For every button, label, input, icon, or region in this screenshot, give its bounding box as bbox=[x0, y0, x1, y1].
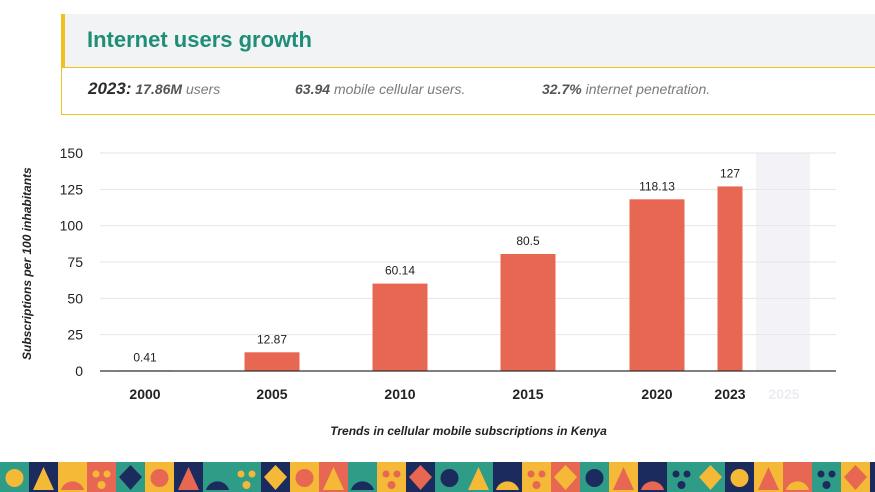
pattern-dot bbox=[393, 470, 401, 478]
stats-bar: 2023: 17.86M users 63.94 mobile cellular… bbox=[61, 67, 875, 115]
pattern-dot bbox=[382, 470, 390, 478]
page-title: Internet users growth bbox=[87, 27, 312, 52]
pattern-diamond bbox=[554, 465, 577, 490]
pattern-dot bbox=[237, 470, 245, 478]
pattern-triangle bbox=[178, 467, 199, 490]
stat-penetration-text: internet penetration. bbox=[585, 81, 711, 97]
x-tick-label: 2015 bbox=[512, 386, 543, 402]
pattern-diamond bbox=[409, 465, 432, 490]
pattern-half-circle bbox=[641, 481, 664, 490]
stat-penetration-value: 32.7% bbox=[542, 81, 582, 97]
pattern-triangle bbox=[758, 467, 779, 490]
bar bbox=[372, 283, 428, 371]
pattern-tile bbox=[870, 462, 875, 492]
bar bbox=[629, 199, 685, 371]
pattern-dot bbox=[817, 470, 825, 478]
y-axis-label: Subscriptions per 100 inhabitants bbox=[20, 167, 34, 360]
bar bbox=[717, 186, 743, 371]
pattern-diamond bbox=[119, 465, 142, 490]
pattern-triangle bbox=[323, 467, 344, 490]
data-label: 12.87 bbox=[257, 332, 287, 346]
x-tick-label: 2010 bbox=[384, 386, 415, 402]
y-tick-label: 100 bbox=[60, 218, 84, 234]
stat-users: 2023: 17.86M users bbox=[88, 79, 220, 99]
pattern-dot bbox=[387, 481, 396, 489]
pattern-dot bbox=[683, 470, 691, 478]
pattern-circle bbox=[295, 469, 314, 487]
pattern-dot bbox=[828, 470, 836, 478]
pattern-dot bbox=[672, 470, 680, 478]
data-label: 118.13 bbox=[639, 179, 675, 193]
pattern-diamond bbox=[844, 465, 867, 490]
pattern-dot bbox=[822, 481, 831, 489]
pattern-circle bbox=[730, 469, 749, 487]
x-tick-label: 2025 bbox=[768, 386, 799, 402]
pattern-diamond bbox=[264, 465, 287, 490]
pattern-dot bbox=[248, 470, 256, 478]
pattern-dot bbox=[527, 470, 535, 478]
y-tick-label: 50 bbox=[67, 290, 83, 306]
bar bbox=[500, 254, 556, 371]
decorative-pattern-strip bbox=[0, 462, 875, 492]
data-label: 127 bbox=[720, 166, 740, 180]
stat-mobile-value: 63.94 bbox=[295, 81, 331, 97]
x-tick-label: 2020 bbox=[641, 386, 672, 402]
y-tick-label: 25 bbox=[67, 327, 83, 343]
pattern-diamond bbox=[699, 465, 722, 490]
pattern-circle bbox=[440, 469, 459, 487]
pattern-dot bbox=[538, 470, 546, 478]
pattern-circle bbox=[585, 469, 604, 487]
x-tick-label: 2000 bbox=[129, 386, 160, 402]
pattern-circle bbox=[5, 469, 24, 487]
stat-year-label: 2023: bbox=[88, 79, 132, 98]
stat-users-value: 17.86M bbox=[135, 81, 183, 97]
data-label: 80.5 bbox=[516, 234, 540, 248]
stat-penetration: 32.7% internet penetration. bbox=[542, 81, 710, 97]
pattern-half-circle bbox=[786, 481, 809, 490]
pattern-dot bbox=[532, 481, 541, 489]
x-tick-label: 2023 bbox=[714, 386, 745, 402]
data-label: 0.41 bbox=[133, 350, 157, 364]
pattern-dot bbox=[103, 470, 111, 478]
pattern-half-circle bbox=[206, 481, 229, 490]
stat-mobile: 63.94 mobile cellular users. bbox=[295, 81, 465, 97]
pattern-triangle bbox=[613, 467, 634, 490]
pattern-circle bbox=[150, 469, 169, 487]
x-axis-label: Trends in cellular mobile subscriptions … bbox=[330, 424, 607, 438]
pattern-triangle bbox=[468, 467, 489, 490]
bar-chart: 0 25 50 75 100 125 150 0.41 12.87 60.14 80.5 118.13… bbox=[60, 145, 836, 402]
pattern-dot bbox=[242, 481, 251, 489]
pattern-dot bbox=[92, 470, 100, 478]
pattern-half-circle bbox=[351, 481, 374, 490]
pattern-half-circle bbox=[61, 481, 84, 490]
header-banner: Internet users growth bbox=[61, 14, 875, 68]
x-tick-label: 2005 bbox=[256, 386, 287, 402]
y-tick-label: 0 bbox=[75, 363, 83, 379]
y-tick-label: 75 bbox=[67, 254, 83, 270]
y-tick-label: 150 bbox=[60, 145, 84, 161]
y-tick-label: 125 bbox=[60, 181, 84, 197]
stat-mobile-text: mobile cellular users. bbox=[333, 81, 466, 97]
pattern-dot bbox=[97, 481, 106, 489]
pattern-dot bbox=[677, 481, 686, 489]
data-label: 60.14 bbox=[385, 264, 415, 278]
pattern-half-circle bbox=[496, 481, 519, 490]
bar bbox=[244, 352, 300, 371]
pattern-triangle bbox=[33, 467, 54, 490]
stat-users-text: users bbox=[185, 81, 221, 97]
